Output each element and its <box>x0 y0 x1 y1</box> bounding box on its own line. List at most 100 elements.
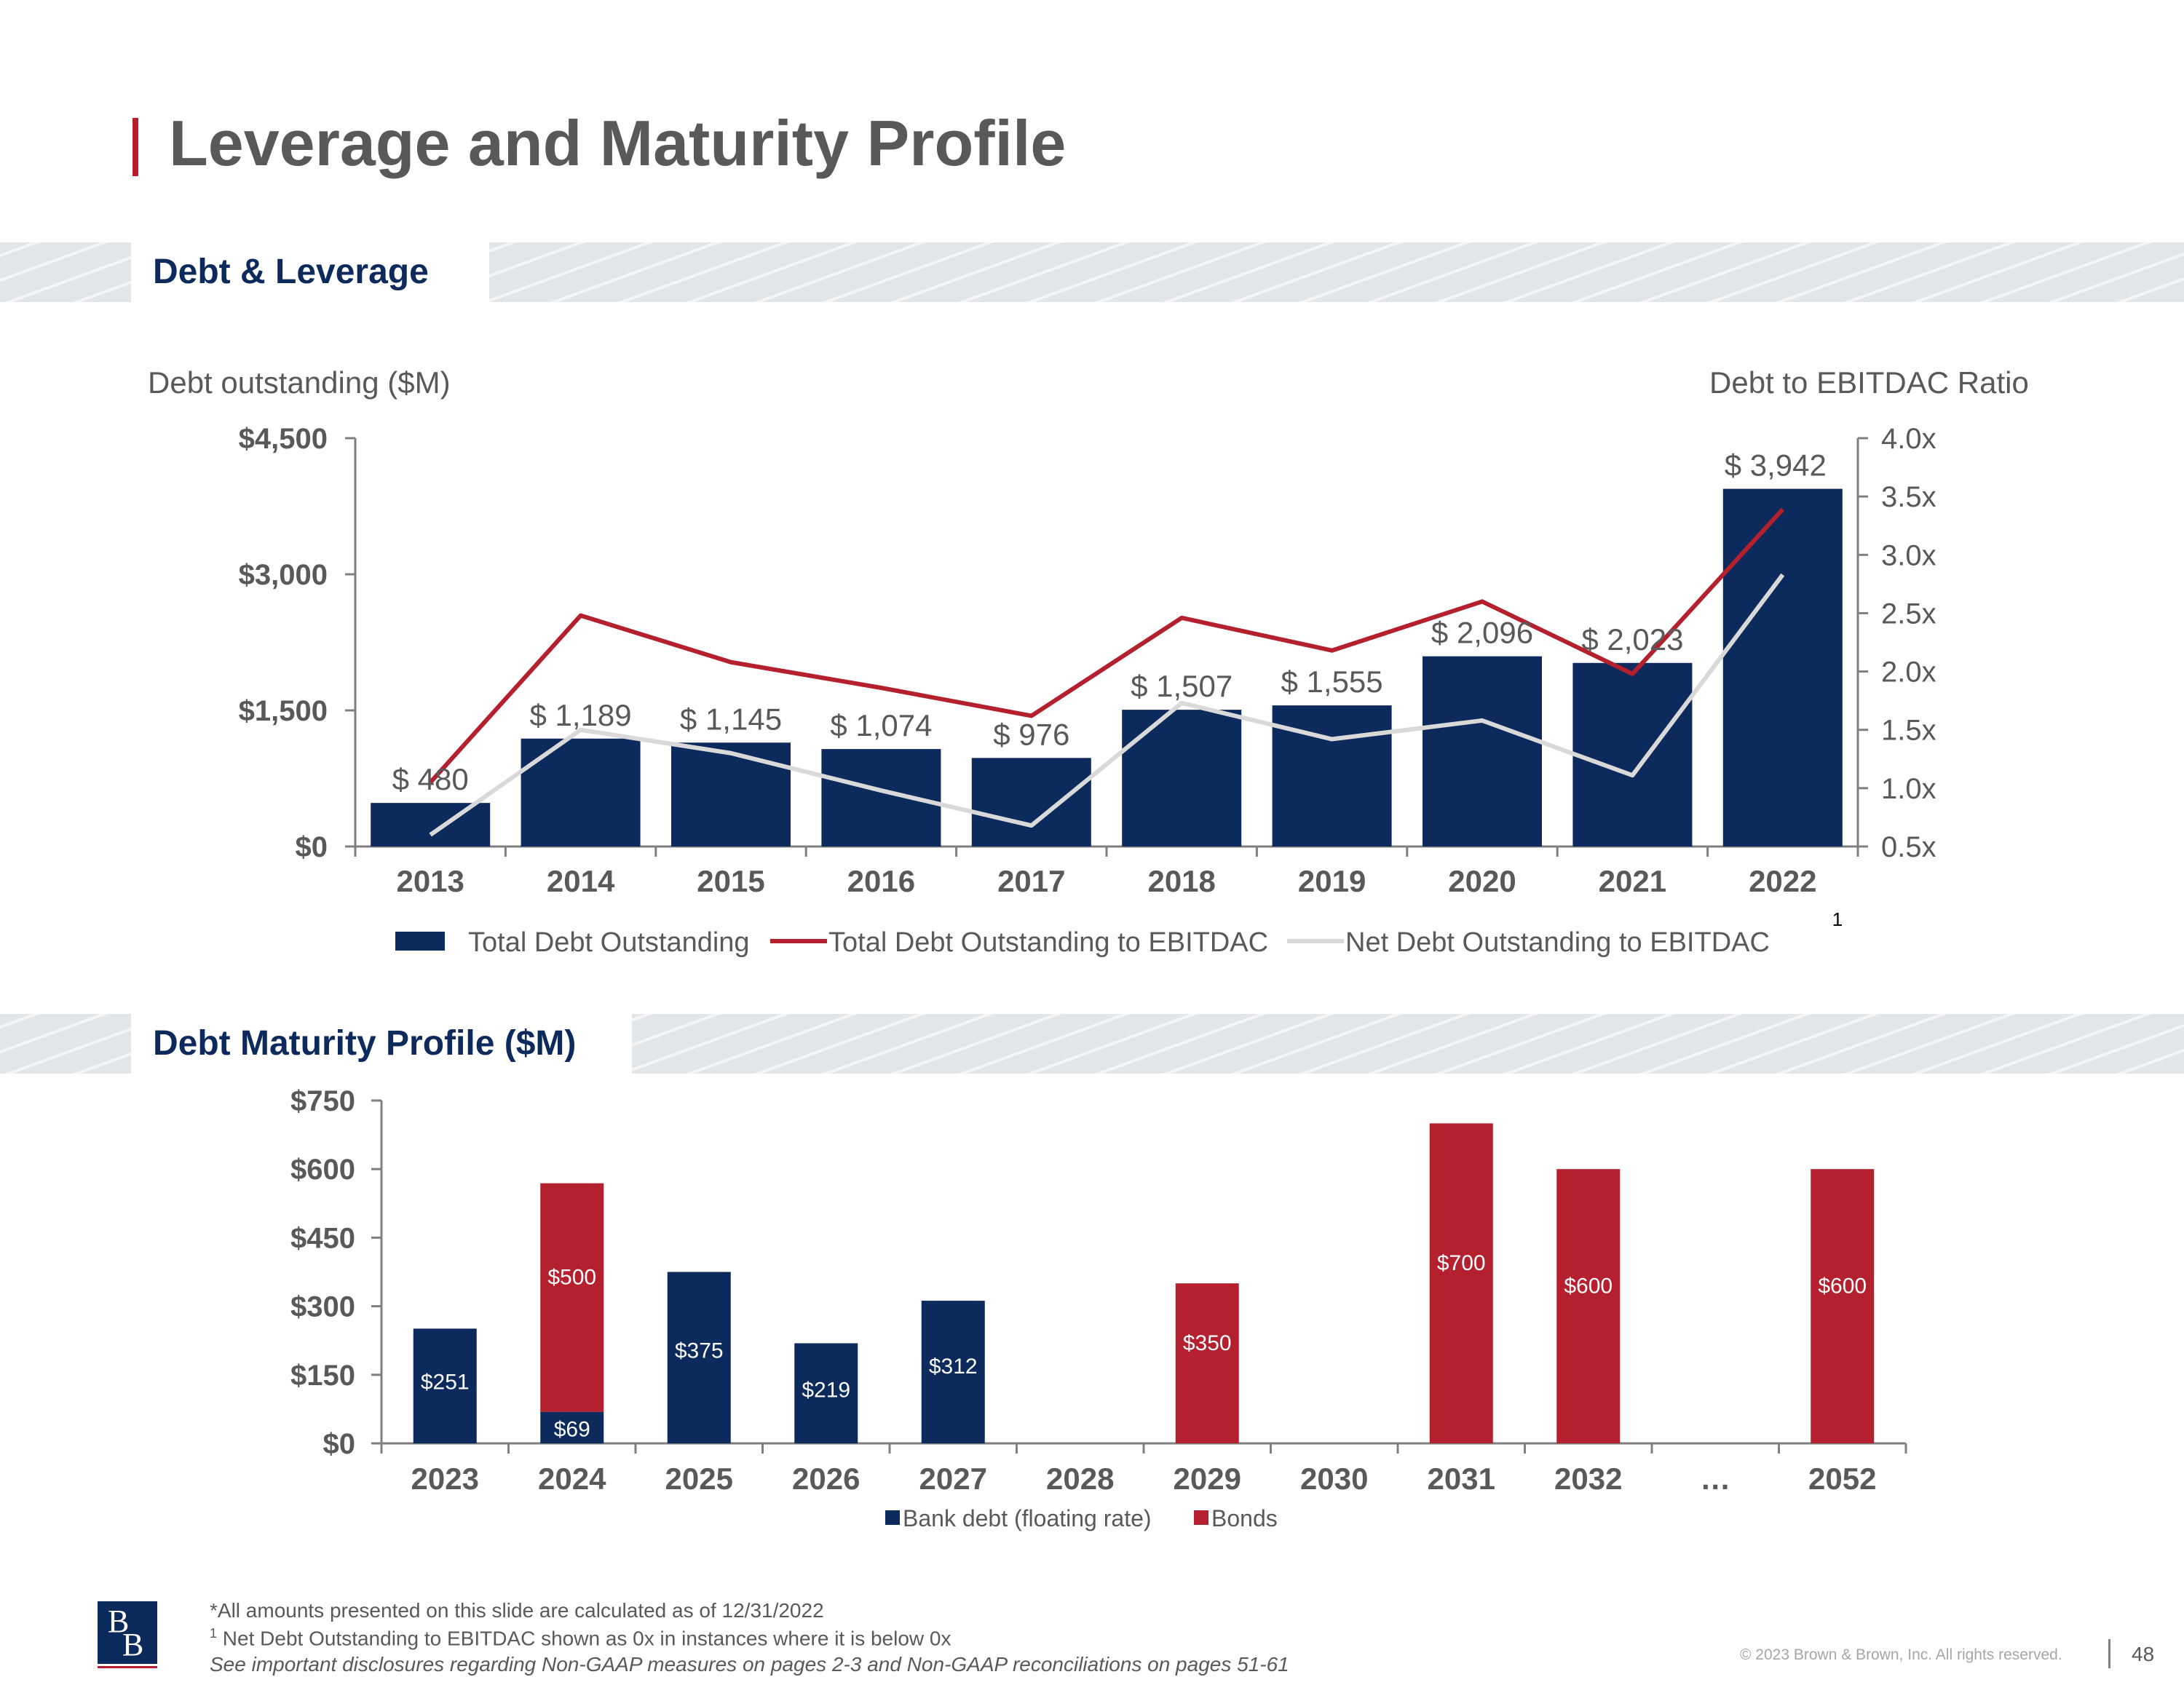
x-tick-label: 2031 <box>1428 1462 1495 1496</box>
legend-label-total-debt: Total Debt Outstanding <box>468 927 750 958</box>
right-tick-label: 3.0x <box>1881 539 1936 571</box>
bar-bonds <box>1175 1283 1239 1443</box>
legend-label-total-ratio: Total Debt Outstanding to EBITDAC <box>828 927 1268 958</box>
bar-value-label: $ 1,074 <box>830 708 932 742</box>
bar-label-bonds: $700 <box>1437 1251 1486 1275</box>
bar-total-debt <box>1272 705 1392 847</box>
bar-value-label: $ 1,507 <box>1131 669 1233 703</box>
legend-swatch-total-debt <box>395 932 445 951</box>
footnote-asof: *All amounts presented on this slide are… <box>210 1599 824 1622</box>
bar-label-bank-debt: $312 <box>929 1355 978 1379</box>
debt-maturity-chart: $0 $150 $300 $450 $600 $750 2023 2024 2025 2026 20… <box>290 1085 1907 1531</box>
bar-label-bonds: $500 <box>547 1266 596 1290</box>
bar-label-bonds: $600 <box>1564 1274 1613 1299</box>
footnote-disclosures: See important disclosures regarding Non-… <box>210 1653 1289 1676</box>
brown-and-brown-logo: B B <box>98 1601 157 1668</box>
legend-swatch-bonds <box>1194 1510 1208 1525</box>
line-total-debt-to-ebitdac <box>428 507 1785 784</box>
x-tick-label: 2016 <box>847 864 915 898</box>
left-axis-title: Debt outstanding ($M) <box>148 365 451 400</box>
left-tick-label: $0 <box>296 831 328 863</box>
bar-total-debt <box>671 742 791 847</box>
bar-label-bonds: $600 <box>1818 1274 1867 1299</box>
page-title: Leverage and Maturity Profile <box>169 107 1067 179</box>
footnote-net-debt: 1 Net Debt Outstanding to EBITDAC shown … <box>210 1626 951 1650</box>
bar-bonds <box>540 1183 604 1412</box>
x-tick-label: 2014 <box>547 864 615 898</box>
bar-label-bank-debt: $69 <box>554 1417 590 1441</box>
left-tick-label: $1,500 <box>239 695 328 727</box>
title-accent-bar <box>132 118 138 176</box>
bar-bank-debt <box>413 1328 477 1443</box>
bar-value-label: $ 2,023 <box>1581 622 1683 657</box>
left-tick-label: $4,500 <box>239 423 328 455</box>
page-number: 48 <box>2132 1643 2155 1665</box>
bar-bank-debt <box>540 1411 604 1443</box>
x-tick-label: 2018 <box>1147 864 1215 898</box>
x-tick-label: 2052 <box>1808 1462 1876 1496</box>
x-tick-label: 2029 <box>1174 1462 1241 1496</box>
bar-label-bank-debt: $219 <box>802 1378 850 1402</box>
bar-total-debt <box>971 758 1091 847</box>
section-title-maturity: Debt Maturity Profile ($M) <box>131 1014 632 1074</box>
page-number-separator <box>2108 1639 2110 1668</box>
bar-value-label: $ 480 <box>392 762 469 796</box>
left-tick-label: $3,000 <box>239 559 328 591</box>
legend-label-bank-debt: Bank debt (floating rate) <box>903 1505 1152 1531</box>
y-tick-label: $750 <box>290 1085 355 1117</box>
bar-value-label: $ 1,145 <box>680 702 782 736</box>
debt-leverage-chart: $0 $1,500 $3,000 $4,500 0.5x 1.0x 1.5x 2.0x 2.5x… <box>239 423 1936 958</box>
y-tick-label: $0 <box>323 1428 356 1460</box>
bar-total-debt <box>1722 488 1843 847</box>
bar-total-debt <box>371 803 491 847</box>
section-title-debt-leverage: Debt & Leverage <box>131 242 489 302</box>
copyright-text: © 2023 Brown & Brown, Inc. All rights re… <box>1740 1646 2062 1663</box>
right-tick-label: 3.5x <box>1881 481 1936 513</box>
bar-value-label: $ 976 <box>993 717 1069 751</box>
y-tick-label: $150 <box>290 1360 355 1392</box>
right-tick-label: 1.0x <box>1881 773 1936 805</box>
x-tick-label: 2015 <box>697 864 764 898</box>
x-tick-label: 2022 <box>1749 864 1816 898</box>
x-tick-label: 2024 <box>538 1462 606 1496</box>
x-tick-label: 2027 <box>919 1462 987 1496</box>
y-tick-label: $300 <box>290 1291 355 1323</box>
legend-label-net-ratio: Net Debt Outstanding to EBITDAC <box>1345 927 1770 958</box>
right-axis-title: Debt to EBITDAC Ratio <box>1709 365 2029 400</box>
right-tick-label: 2.5x <box>1881 598 1936 630</box>
right-tick-label: 1.5x <box>1881 715 1936 747</box>
legend-swatch-bank-debt <box>885 1510 900 1525</box>
bar-label-bank-debt: $375 <box>675 1339 724 1363</box>
bar-total-debt <box>1122 710 1242 847</box>
right-tick-label: 4.0x <box>1881 423 1936 455</box>
right-tick-label: 2.0x <box>1881 657 1936 689</box>
x-tick-label: 2026 <box>792 1462 860 1496</box>
y-tick-label: $450 <box>290 1222 355 1254</box>
bar-total-debt <box>1572 662 1693 847</box>
bar-value-label: $ 2,096 <box>1431 616 1533 650</box>
x-tick-label: 2025 <box>665 1462 733 1496</box>
bar-bank-debt <box>667 1272 731 1443</box>
legend-label-bonds: Bonds <box>1211 1505 1278 1531</box>
x-tick-label: … <box>1700 1462 1730 1496</box>
line-net-debt-to-ebitdac <box>429 573 1785 837</box>
bar-total-debt <box>1423 656 1542 847</box>
bar-bank-debt <box>794 1343 858 1443</box>
bar-value-label: $ 1,189 <box>530 698 632 732</box>
x-tick-label: 2017 <box>997 864 1065 898</box>
x-tick-label: 2023 <box>411 1462 479 1496</box>
bar-total-debt <box>521 738 641 847</box>
x-tick-label: 2030 <box>1300 1462 1368 1496</box>
bar-bank-debt <box>921 1301 985 1443</box>
bar-value-label: $ 3,942 <box>1725 448 1827 483</box>
x-tick-label: 2028 <box>1046 1462 1114 1496</box>
y-tick-label: $600 <box>290 1154 355 1186</box>
bar-value-label: $ 1,555 <box>1281 665 1383 699</box>
bar-bonds <box>1429 1123 1493 1443</box>
bar-bonds <box>1811 1169 1875 1443</box>
bar-label-bonds: $350 <box>1183 1331 1232 1355</box>
footnote-marker: 1 <box>1832 908 1843 930</box>
x-tick-label: 2032 <box>1554 1462 1622 1496</box>
x-tick-label: 2020 <box>1448 864 1516 898</box>
bar-bonds <box>1556 1169 1621 1443</box>
